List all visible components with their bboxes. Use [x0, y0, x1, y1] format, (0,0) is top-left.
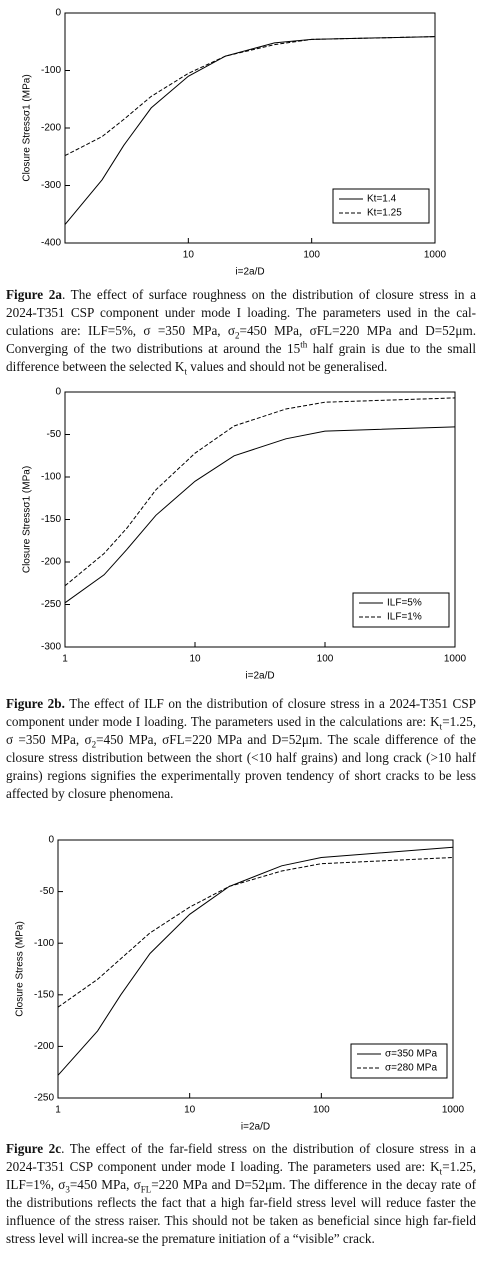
- legend-label: ILF=5%: [387, 598, 422, 609]
- x-tick-label: 1: [55, 1105, 61, 1116]
- y-axis-label: Closure Stressσ1 (MPa): [22, 74, 33, 181]
- x-tick-label: 1000: [444, 654, 467, 665]
- y-tick-label: -250: [41, 599, 61, 610]
- legend-box: [352, 592, 450, 628]
- legend-label: σ=280 MPa: [385, 1063, 437, 1074]
- caption-text: =450 MPa, σ: [69, 1177, 141, 1192]
- caption-text: =1.25, σ =350 MPa, σ: [6, 714, 476, 747]
- caption-text: 3: [65, 1184, 70, 1195]
- x-tick-label: 100: [313, 1105, 330, 1116]
- caption-text: =220 MPa and D=52μm. The difference in t…: [6, 1177, 476, 1246]
- y-tick-label: 0: [55, 387, 61, 398]
- caption: Figure 2b. The effect of ILF on the dist…: [6, 695, 476, 803]
- y-tick-label: -400: [41, 238, 61, 249]
- caption-text: half grain is due to the small differenc…: [6, 341, 476, 374]
- legend-label: Kt=1.4: [367, 194, 397, 205]
- x-tick-label: 10: [183, 250, 195, 261]
- caption: Figure 2a. The effect of surface roughne…: [6, 286, 476, 376]
- plot-frame: [57, 839, 454, 1099]
- series-line: [57, 857, 454, 1008]
- x-tick-label: 1000: [424, 250, 447, 261]
- y-tick-label: -200: [41, 123, 61, 134]
- caption: Figure 2c. The effect of the far-field s…: [6, 1140, 476, 1248]
- caption-text: t: [439, 1166, 443, 1177]
- legend-label: σ=350 MPa: [385, 1049, 437, 1060]
- y-tick-label: -300: [41, 180, 61, 191]
- x-tick-label: 10: [189, 654, 201, 665]
- caption-label: Figure 2b.: [6, 696, 65, 711]
- y-tick-label: -100: [41, 472, 61, 483]
- caption-text: =450 MPa, σFL=220 MPa and D=52μm. Conver…: [6, 323, 476, 356]
- y-tick-label: -200: [41, 557, 61, 568]
- caption-text: =1.25, ILF=1%, σ: [6, 1159, 476, 1192]
- series-line: [64, 36, 436, 225]
- y-axis-label: Closure Stress (MPa): [15, 921, 26, 1017]
- caption-text: =450 MPa, σFL=220 MPa and D=52μm. The sc…: [6, 732, 476, 801]
- x-axis-label: i=2a/D: [245, 671, 274, 682]
- series-line: [64, 36, 436, 157]
- y-tick-label: -300: [41, 642, 61, 653]
- caption-label: Figure 2a: [6, 287, 62, 302]
- y-tick-label: -50: [40, 886, 55, 897]
- legend-label: Kt=1.25: [367, 208, 402, 219]
- y-tick-label: -150: [41, 514, 61, 525]
- legend-box: [350, 1043, 448, 1079]
- caption-text: th: [300, 339, 308, 350]
- caption-text: . The effect of surface roughness on the…: [6, 287, 476, 338]
- x-axis-label: i=2a/D: [241, 1122, 270, 1133]
- x-tick-label: 10: [184, 1105, 196, 1116]
- series-line: [64, 426, 456, 604]
- caption-text: t: [184, 366, 187, 377]
- series-line: [64, 397, 456, 587]
- y-tick-label: -150: [34, 989, 54, 1000]
- x-tick-label: 1: [62, 654, 68, 665]
- y-tick-label: 0: [48, 835, 54, 846]
- y-tick-label: -250: [34, 1093, 54, 1104]
- caption-label: Figure 2c: [6, 1141, 62, 1156]
- legend-box: [332, 188, 430, 224]
- x-tick-label: 100: [317, 654, 334, 665]
- y-tick-label: -100: [34, 938, 54, 949]
- caption-text: 2: [91, 739, 97, 750]
- caption-text: FL: [140, 1184, 152, 1195]
- y-tick-label: -50: [47, 429, 62, 440]
- series-line: [57, 846, 454, 1076]
- caption-text: 2: [235, 330, 240, 341]
- y-tick-label: -100: [41, 65, 61, 76]
- x-tick-label: 1000: [442, 1105, 465, 1116]
- caption-text: The effect of ILF on the distribution of…: [6, 696, 476, 729]
- caption-text: . The effect of the far-field stress on …: [6, 1141, 476, 1174]
- x-axis-label: i=2a/D: [235, 267, 264, 278]
- y-tick-label: 0: [55, 8, 61, 19]
- x-tick-label: 100: [303, 250, 320, 261]
- caption-text: values and should not be generalised.: [186, 359, 388, 374]
- y-tick-label: -200: [34, 1041, 54, 1052]
- caption-text: t: [439, 721, 443, 732]
- y-axis-label: Closure Stressσ1 (MPa): [22, 466, 33, 573]
- legend-label: ILF=1%: [387, 612, 422, 623]
